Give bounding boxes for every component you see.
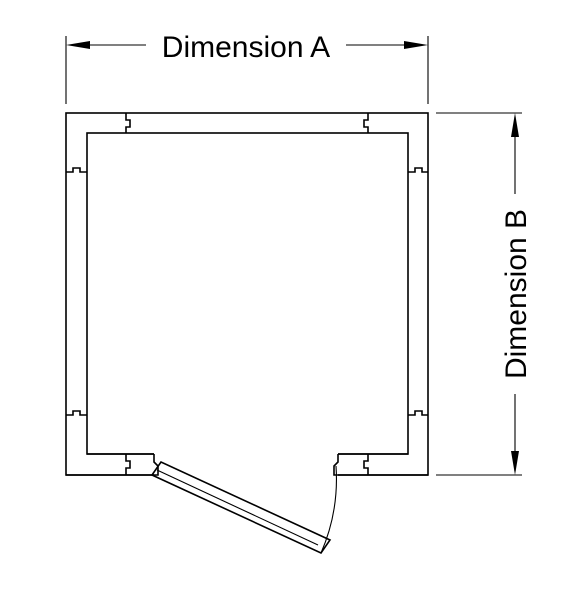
dimension-a-label: Dimension A [162, 31, 330, 64]
dimension-b-arrow-top [511, 113, 519, 137]
dimension-a: Dimension A [65, 28, 429, 104]
dimension-b: Dimension B [436, 112, 533, 476]
door-leaf-detail [156, 469, 319, 546]
dimension-b-label: Dimension B [500, 209, 533, 379]
dimension-a-arrow-left [66, 41, 90, 49]
door-leaf [150, 460, 332, 555]
panel-joint-left-lower [66, 410, 87, 416]
panel-joint-right-upper [408, 167, 428, 173]
outer-wall [65, 112, 429, 476]
panel-joint-bottom-right [363, 454, 369, 475]
panel-joint-bottom-left [125, 454, 131, 475]
door-swing-arc [320, 465, 337, 554]
panel-joint-top-left [125, 113, 131, 133]
door-jamb-right [333, 454, 339, 476]
panel-joints [66, 113, 428, 475]
door [66, 450, 428, 555]
dimension-b-arrow-bottom [511, 451, 519, 475]
panel-joint-top-right [363, 113, 369, 133]
room-walls [65, 112, 429, 476]
dimension-a-arrow-right [404, 41, 428, 49]
panel-joint-right-lower [408, 410, 428, 416]
inner-wall [86, 132, 409, 455]
panel-joint-left-upper [66, 167, 87, 173]
